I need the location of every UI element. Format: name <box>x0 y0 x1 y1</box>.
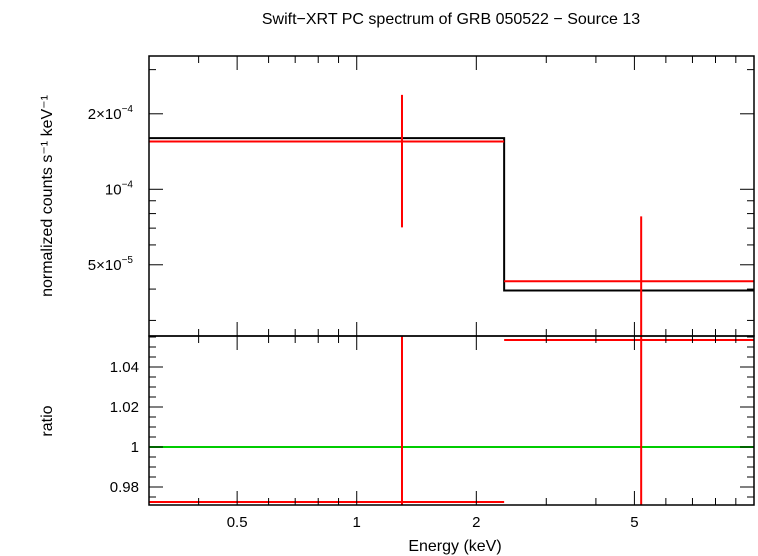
spectrum-panel <box>149 94 754 336</box>
ratio-y-axis-title: ratio <box>39 405 56 436</box>
ratio-y-tick-label: 1.04 <box>110 359 139 376</box>
spectrum-y-tick-label: 5×10−5 <box>88 255 134 274</box>
x-axis: 0.5 1 2 5 <box>148 56 737 531</box>
panel-frames <box>148 55 755 506</box>
x-tick-label: 0.5 <box>227 514 248 531</box>
spectrum-y-tick-label: 2×10−4 <box>88 104 134 123</box>
ratio-y-tick-label: 1.02 <box>110 399 139 416</box>
y-axes: 5×10−5 10−4 2×10−4 0.98 1 1.02 1.04 <box>88 69 754 498</box>
x-tick-label: 2 <box>472 514 480 531</box>
x-tick-label: 1 <box>353 514 361 531</box>
chart-title: Swift−XRT PC spectrum of GRB 050522 − So… <box>262 11 640 28</box>
spectrum-y-axis-title: normalized counts s⁻¹ keV⁻¹ <box>39 95 56 297</box>
x-tick-label: 5 <box>630 514 638 531</box>
ratio-panel <box>149 336 754 505</box>
spectrum-y-tick-label: 10−4 <box>105 179 134 198</box>
model-step-line <box>149 137 754 292</box>
ratio-frame <box>148 335 755 506</box>
spectrum-frame <box>148 55 755 337</box>
ratio-y-tick-label: 1 <box>131 439 139 456</box>
ratio-y-tick-label: 0.98 <box>110 479 139 496</box>
x-axis-title: Energy (keV) <box>408 538 501 555</box>
